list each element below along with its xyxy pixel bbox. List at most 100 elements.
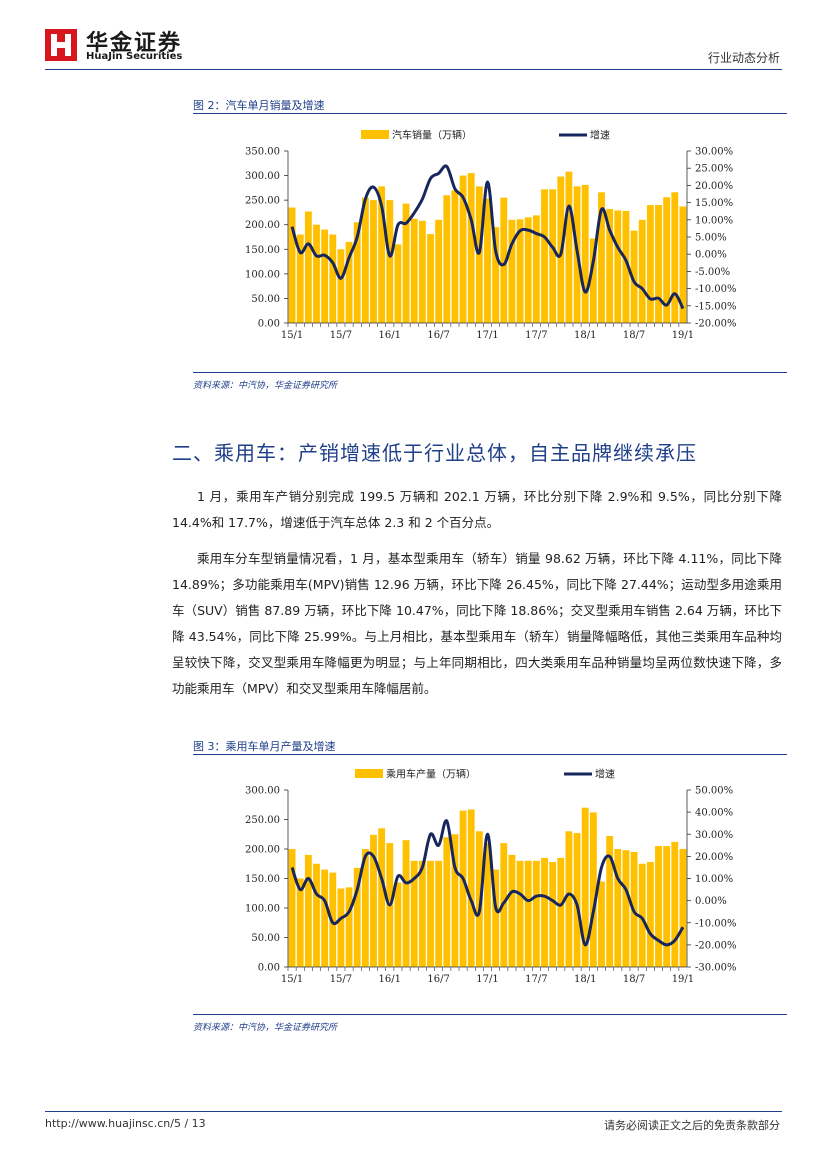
x-tick-label: 19/1	[672, 974, 694, 985]
bar	[394, 882, 402, 967]
bar	[532, 215, 540, 323]
y-right-tick-label: 50.00%	[695, 786, 733, 797]
bar	[492, 227, 500, 323]
bar	[524, 217, 532, 323]
bar	[427, 234, 434, 323]
bar	[581, 184, 589, 323]
logo-english-name: HuaJin Securities	[86, 51, 183, 62]
chart-legend: 乘用车产量（万辆） 增速	[355, 768, 615, 781]
bar	[671, 192, 679, 323]
bar	[549, 189, 557, 323]
legend-bar-swatch	[361, 130, 389, 139]
figure3-title: 图 3：乘用车单月产量及增速	[193, 740, 336, 753]
y-left-tick-label: 250.00	[245, 815, 280, 826]
bar	[565, 171, 573, 323]
x-tick-label: 15/1	[281, 330, 303, 341]
y-right-tick-label: -15.00%	[695, 301, 737, 312]
chart-figure2: 汽车销量（万辆） 增速 0.00 50.00 100.00 150.00 200.00 250…	[245, 129, 737, 342]
bar-series	[288, 807, 687, 967]
y-right-tick-label: 40.00%	[695, 808, 733, 819]
y-right-tick-label: 15.00%	[695, 198, 733, 209]
x-tick-label: 15/1	[281, 974, 303, 985]
x-tick-label: 18/7	[623, 330, 645, 341]
footer-page-number: 5 / 13	[173, 1117, 206, 1130]
y-left-tick-label: 100.00	[245, 904, 280, 915]
legend-bar-label: 汽车销量（万辆）	[392, 129, 472, 142]
x-tick-label: 17/7	[525, 974, 547, 985]
bar	[679, 206, 687, 323]
figure3-top-rule	[193, 754, 787, 755]
y-left-tick-label: 50.00	[251, 294, 280, 305]
bar	[589, 812, 597, 967]
header-divider	[45, 69, 782, 70]
y-right-tick-label: -20.00%	[695, 319, 737, 330]
bar	[484, 843, 491, 967]
y-left-tick-label: 150.00	[245, 245, 280, 256]
y-right-tick-label: 25.00%	[695, 164, 733, 175]
bar-series	[288, 171, 687, 323]
bar	[638, 219, 646, 323]
bar	[410, 218, 418, 323]
y-right-tick-label: 0.00%	[695, 250, 727, 261]
x-tick-label: 16/7	[427, 330, 449, 341]
bar	[500, 197, 508, 323]
bar	[361, 849, 369, 967]
bar	[435, 219, 443, 323]
y-right-tick-label: 30.00%	[695, 147, 733, 158]
x-tick-label: 17/1	[476, 974, 498, 985]
body-text: 1 月，乘用车产销分别完成 199.5 万辆和 202.1 万辆，环比分别下降 …	[172, 484, 782, 702]
legend-bar-label: 乘用车产量（万辆）	[386, 768, 476, 781]
y-right-tick-label: -20.00%	[695, 940, 737, 951]
y-left-tick-label: 100.00	[245, 269, 280, 280]
bar	[614, 210, 622, 323]
bar	[508, 219, 516, 323]
x-tick-label: 18/1	[574, 330, 596, 341]
bar	[467, 809, 475, 967]
bar	[646, 861, 654, 967]
bar	[427, 860, 434, 967]
y-left-tick-label: 350.00	[245, 147, 280, 158]
y-right-tick-label: -10.00%	[695, 918, 737, 929]
bar	[313, 863, 320, 967]
bar	[598, 192, 605, 323]
bar	[451, 190, 459, 323]
figure2-top-rule	[193, 113, 787, 114]
bar	[589, 238, 597, 323]
bar	[598, 881, 605, 967]
bar	[655, 846, 662, 967]
bar	[296, 234, 304, 323]
footer-url[interactable]: http://www.huajinsc.cn/	[45, 1117, 174, 1130]
bar	[345, 887, 353, 967]
growth-line	[290, 164, 685, 310]
y-left-tick-label: 50.00	[251, 933, 280, 944]
y-right-tick-label: 20.00%	[695, 181, 733, 192]
y-left-tick-label: 200.00	[245, 220, 280, 231]
bar	[663, 197, 671, 323]
bar	[288, 207, 296, 323]
bar	[508, 854, 516, 967]
bar	[337, 888, 345, 967]
bar	[565, 831, 573, 967]
chart-figure3: 乘用车产量（万辆） 增速 0.00 50.00 100.00 150.00 200.00 25…	[245, 768, 737, 986]
legend-line-label: 增速	[590, 129, 610, 142]
bar	[410, 860, 418, 967]
bar	[361, 197, 369, 323]
footer-divider	[45, 1111, 782, 1112]
bar	[394, 244, 402, 323]
bar	[475, 186, 483, 323]
bar	[484, 198, 491, 323]
bar	[549, 861, 557, 967]
bar	[475, 831, 483, 967]
y-right-tick-label: -5.00%	[695, 267, 730, 278]
bar	[402, 203, 410, 323]
y-right-tick-label: 30.00%	[695, 830, 733, 841]
y-right-tick-label: 20.00%	[695, 852, 733, 863]
bar	[459, 810, 467, 967]
bar	[378, 828, 386, 967]
x-tick-label: 18/1	[574, 974, 596, 985]
bar	[370, 834, 377, 967]
bar	[671, 841, 679, 967]
bar	[541, 189, 548, 323]
y-left-tick-label: 0.00	[258, 963, 280, 974]
bar	[304, 211, 312, 323]
